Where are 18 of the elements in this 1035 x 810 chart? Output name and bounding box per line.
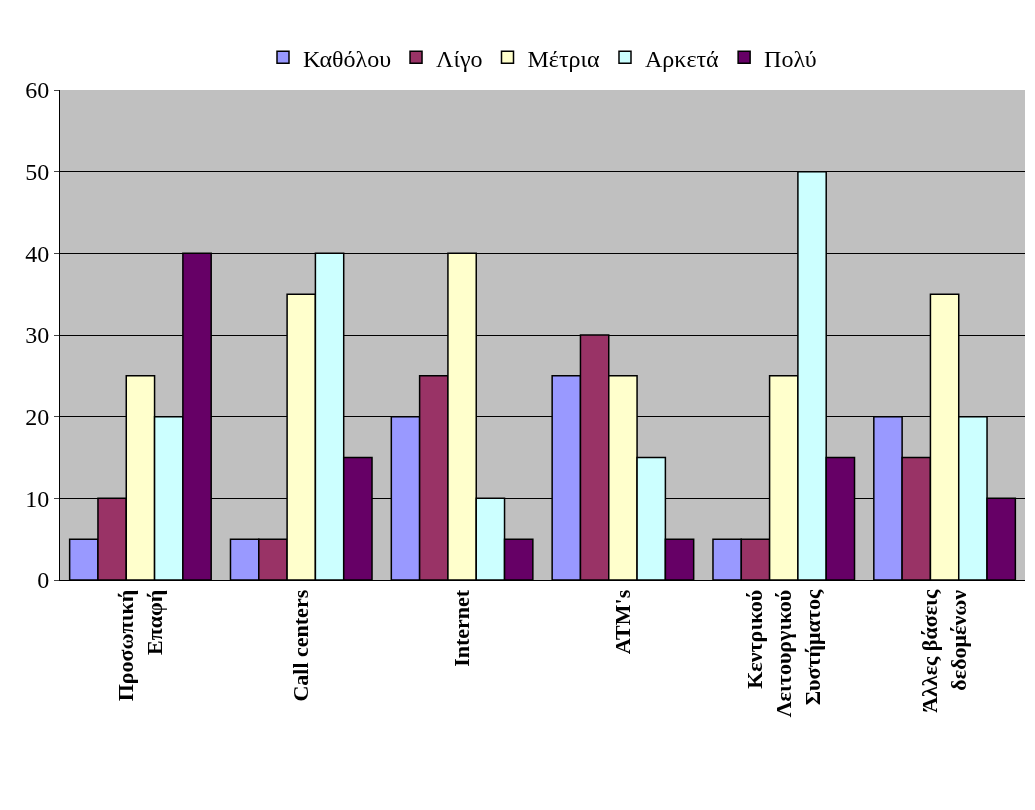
legend-label: Πολύ (764, 45, 817, 72)
x-tick-label: Internet (449, 589, 475, 667)
legend-label: Καθόλου (303, 45, 392, 72)
y-tick-label: 30 (25, 322, 50, 349)
x-tick-label: Άλλες βάσεις δεδομένων (917, 589, 972, 713)
x-tick-label: ATM's (610, 589, 636, 655)
y-tick-label: 0 (37, 567, 50, 594)
y-tick-label: 20 (25, 404, 50, 431)
legend-label: Μέτρια (527, 45, 600, 72)
y-tick-label: 10 (25, 485, 50, 512)
x-tick-label: Προσωπική Επαφή (113, 589, 167, 702)
y-tick-label: 40 (25, 240, 50, 267)
x-tick-label: Call centers (288, 589, 314, 702)
legend-label: Αρκετά (645, 45, 720, 72)
y-tick-label: 50 (25, 159, 50, 186)
x-tick-label: Κεντρικού Λειτουργικού Συστήματος (742, 589, 825, 718)
legend-label: Λίγο (436, 45, 483, 72)
y-tick-label: 60 (25, 77, 50, 104)
